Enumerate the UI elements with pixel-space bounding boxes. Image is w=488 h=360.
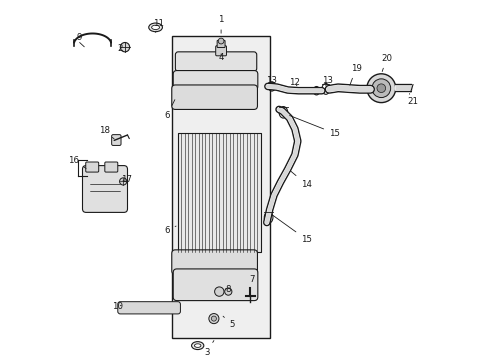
Text: 3: 3	[203, 341, 213, 356]
Circle shape	[339, 87, 343, 91]
Text: 4: 4	[218, 53, 224, 62]
Ellipse shape	[151, 25, 159, 30]
FancyBboxPatch shape	[82, 166, 127, 212]
Circle shape	[376, 84, 385, 93]
FancyBboxPatch shape	[175, 52, 256, 71]
Text: 7: 7	[248, 274, 254, 291]
Circle shape	[371, 79, 390, 98]
Text: 16: 16	[68, 156, 86, 168]
Circle shape	[366, 74, 395, 103]
Text: 5: 5	[223, 316, 234, 329]
Circle shape	[214, 287, 224, 296]
Bar	[172, 36, 269, 338]
Text: 13: 13	[265, 76, 276, 85]
FancyBboxPatch shape	[173, 71, 257, 90]
FancyBboxPatch shape	[171, 250, 257, 274]
Text: 15: 15	[272, 216, 311, 244]
Text: 6: 6	[164, 226, 176, 235]
Ellipse shape	[191, 342, 203, 350]
Circle shape	[218, 38, 224, 44]
Text: 8: 8	[225, 285, 230, 294]
Ellipse shape	[194, 344, 201, 347]
FancyBboxPatch shape	[85, 162, 99, 172]
FancyBboxPatch shape	[217, 40, 224, 48]
FancyBboxPatch shape	[171, 85, 257, 109]
Text: 11: 11	[153, 19, 164, 32]
Text: 1: 1	[218, 15, 224, 33]
Text: 20: 20	[381, 54, 391, 72]
Circle shape	[224, 288, 231, 295]
Text: 6: 6	[164, 100, 175, 120]
Text: 10: 10	[112, 302, 123, 311]
Text: 19: 19	[349, 64, 361, 85]
Text: 9: 9	[77, 33, 82, 42]
Text: 15: 15	[289, 116, 339, 138]
Circle shape	[345, 87, 348, 91]
Circle shape	[120, 178, 126, 185]
Text: 17: 17	[121, 175, 132, 184]
FancyBboxPatch shape	[215, 46, 226, 56]
Text: 12: 12	[289, 78, 300, 87]
FancyBboxPatch shape	[173, 269, 257, 301]
Text: 14: 14	[290, 171, 311, 189]
FancyBboxPatch shape	[118, 302, 180, 314]
Circle shape	[334, 87, 337, 91]
Circle shape	[120, 42, 129, 52]
Bar	[178, 133, 260, 252]
Text: 2: 2	[117, 44, 123, 53]
FancyBboxPatch shape	[104, 162, 118, 172]
Ellipse shape	[148, 23, 162, 32]
Text: 18: 18	[99, 126, 114, 139]
Circle shape	[211, 316, 216, 321]
Circle shape	[208, 314, 219, 324]
Text: 21: 21	[407, 94, 418, 106]
FancyBboxPatch shape	[111, 135, 121, 145]
Text: 13: 13	[321, 76, 332, 86]
